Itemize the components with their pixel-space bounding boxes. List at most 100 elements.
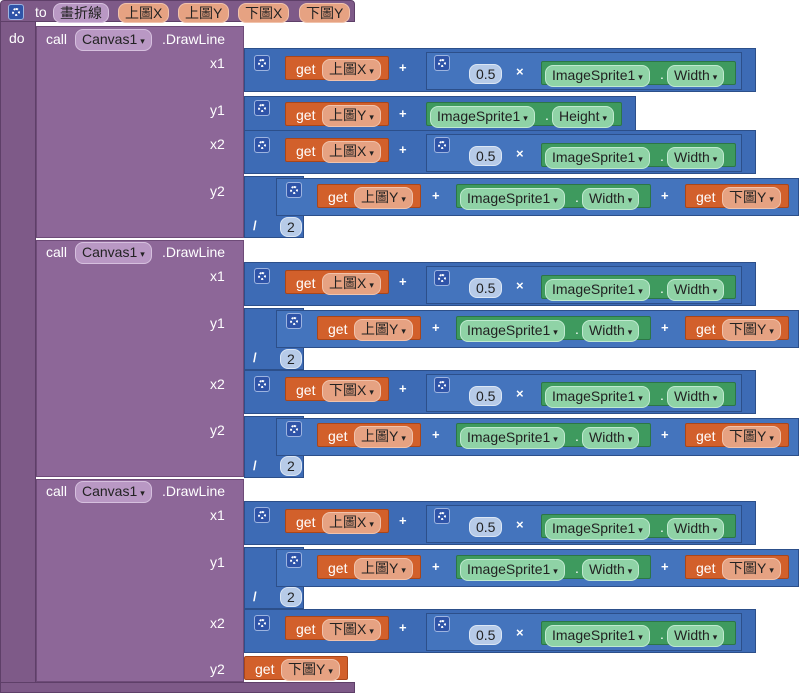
property-dropdown[interactable]: Width ▾ [582,188,640,210]
property-dropdown[interactable]: Width ▾ [667,518,725,540]
add-block-settings-icon[interactable] [254,268,270,284]
imagesprite-width-getter[interactable]: ImageSprite1 ▾. Width ▾ [541,143,736,169]
get-下圖Y-block[interactable]: get 下圖Y ▾ [685,423,789,448]
number-0.5[interactable]: 0.5 [469,146,503,166]
property-dropdown[interactable]: Width ▾ [582,320,640,342]
imagesprite-width-getter[interactable]: ImageSprite1 ▾. Width ▾ [456,555,651,581]
variable-dropdown[interactable]: 下圖X ▾ [322,380,381,402]
add-block-settings-icon[interactable] [286,182,302,198]
number-2[interactable]: 2 [280,456,302,476]
get-上圖Y-block[interactable]: get 上圖Y ▾ [285,102,389,127]
variable-dropdown[interactable]: 上圖Y ▾ [354,319,413,341]
number-0.5[interactable]: 0.5 [469,625,503,645]
get-下圖X-block[interactable]: get 下圖X ▾ [285,377,389,402]
get-上圖Y-block[interactable]: get 上圖Y ▾ [317,184,421,209]
variable-dropdown[interactable]: 上圖Y ▾ [354,187,413,209]
canvas-component-dropdown[interactable]: Canvas1 ▾ [75,481,152,503]
variable-dropdown[interactable]: 下圖Y ▾ [722,426,781,448]
number-2[interactable]: 2 [280,349,302,369]
number-0.5[interactable]: 0.5 [469,517,503,537]
multiply-block-settings-icon[interactable] [434,508,450,524]
get-下圖Y-block[interactable]: get 下圖Y ▾ [685,316,789,341]
variable-dropdown[interactable]: 上圖Y ▾ [354,558,413,580]
multiply-block-settings-icon[interactable] [434,616,450,632]
property-dropdown[interactable]: Width ▾ [667,625,725,647]
get-下圖Y-block[interactable]: get 下圖Y ▾ [685,184,789,209]
component-dropdown[interactable]: ImageSprite1 ▾ [460,320,565,342]
variable-dropdown[interactable]: 上圖X ▾ [322,59,381,81]
variable-dropdown[interactable]: 下圖Y ▾ [722,187,781,209]
multiply-block-settings-icon[interactable] [434,270,450,286]
component-dropdown[interactable]: ImageSprite1 ▾ [460,427,565,449]
imagesprite-width-getter[interactable]: ImageSprite1 ▾. Width ▾ [541,61,736,87]
imagesprite-width-getter[interactable]: ImageSprite1 ▾. Width ▾ [541,621,736,647]
add-block-settings-icon[interactable] [286,421,302,437]
get-上圖Y-block[interactable]: get 上圖Y ▾ [317,316,421,341]
param-上圖Y[interactable]: 上圖Y [178,3,230,23]
component-dropdown[interactable]: ImageSprite1 ▾ [545,65,650,87]
variable-dropdown[interactable]: 下圖X ▾ [322,619,381,641]
add-block-settings-icon[interactable] [254,615,270,631]
get-上圖Y-block[interactable]: get 上圖Y ▾ [317,555,421,580]
get-下圖Y-block[interactable]: get 下圖Y ▾ [685,555,789,580]
component-dropdown[interactable]: ImageSprite1 ▾ [545,147,650,169]
add-block-settings-icon[interactable] [254,376,270,392]
get-上圖X-block[interactable]: get 上圖X ▾ [285,138,389,163]
property-dropdown[interactable]: Width ▾ [582,559,640,581]
imagesprite-width-getter[interactable]: ImageSprite1 ▾. Width ▾ [456,184,651,210]
variable-dropdown[interactable]: 上圖X ▾ [322,273,381,295]
number-0.5[interactable]: 0.5 [469,278,503,298]
property-dropdown[interactable]: Width ▾ [582,427,640,449]
imagesprite-width-getter[interactable]: ImageSprite1 ▾. Width ▾ [456,423,651,449]
multiply-block-settings-icon[interactable] [434,55,450,71]
multiply-block-settings-icon[interactable] [434,137,450,153]
imagesprite-width-getter[interactable]: ImageSprite1 ▾. Width ▾ [541,275,736,301]
imagesprite-width-getter[interactable]: ImageSprite1 ▾. Width ▾ [541,514,736,540]
canvas-component-dropdown[interactable]: Canvas1 ▾ [75,242,152,264]
get-下圖Y-block[interactable]: get 下圖Y ▾ [244,656,348,681]
param-上圖X[interactable]: 上圖X [118,3,170,23]
procedure-name-field[interactable]: 畫折線 [53,3,109,23]
imagesprite-width-getter[interactable]: ImageSprite1 ▾. Width ▾ [456,316,651,342]
add-block-settings-icon[interactable] [254,55,270,71]
component-dropdown[interactable]: ImageSprite1 ▾ [460,188,565,210]
get-上圖Y-block[interactable]: get 上圖Y ▾ [317,423,421,448]
property-dropdown[interactable]: Width ▾ [667,147,725,169]
component-dropdown[interactable]: ImageSprite1 ▾ [545,386,650,408]
get-下圖X-block[interactable]: get 下圖X ▾ [285,616,389,641]
add-block-settings-icon[interactable] [254,100,270,116]
add-block-settings-icon[interactable] [254,137,270,153]
add-block-settings-icon[interactable] [286,313,302,329]
variable-dropdown[interactable]: 上圖Y ▾ [354,426,413,448]
property-dropdown[interactable]: Width ▾ [667,279,725,301]
property-dropdown[interactable]: Width ▾ [667,65,725,87]
param-下圖Y[interactable]: 下圖Y [299,3,351,23]
component-dropdown[interactable]: ImageSprite1 ▾ [545,625,650,647]
variable-dropdown[interactable]: 上圖X ▾ [322,512,381,534]
variable-dropdown[interactable]: 下圖Y ▾ [281,659,340,681]
multiply-block-settings-icon[interactable] [434,377,450,393]
component-dropdown[interactable]: ImageSprite1 ▾ [460,559,565,581]
number-2[interactable]: 2 [280,217,302,237]
add-block-settings-icon[interactable] [286,552,302,568]
component-dropdown[interactable]: ImageSprite1 ▾ [545,279,650,301]
property-dropdown[interactable]: Height ▾ [552,106,614,128]
get-上圖X-block[interactable]: get 上圖X ▾ [285,56,389,81]
number-0.5[interactable]: 0.5 [469,386,503,406]
number-2[interactable]: 2 [280,587,302,607]
get-上圖X-block[interactable]: get 上圖X ▾ [285,509,389,534]
variable-dropdown[interactable]: 下圖Y ▾ [722,319,781,341]
imagesprite-width-getter[interactable]: ImageSprite1 ▾. Width ▾ [541,382,736,408]
param-下圖X[interactable]: 下圖X [238,3,290,23]
variable-dropdown[interactable]: 下圖Y ▾ [722,558,781,580]
number-0.5[interactable]: 0.5 [469,64,503,84]
imagesprite-height-getter[interactable]: ImageSprite1 ▾. Height ▾ [426,102,622,128]
component-dropdown[interactable]: ImageSprite1 ▾ [430,106,535,128]
variable-dropdown[interactable]: 上圖Y ▾ [322,105,381,127]
property-dropdown[interactable]: Width ▾ [667,386,725,408]
component-dropdown[interactable]: ImageSprite1 ▾ [545,518,650,540]
variable-dropdown[interactable]: 上圖X ▾ [322,141,381,163]
add-block-settings-icon[interactable] [254,507,270,523]
procedure-settings-icon[interactable] [8,4,24,20]
get-上圖X-block[interactable]: get 上圖X ▾ [285,270,389,295]
